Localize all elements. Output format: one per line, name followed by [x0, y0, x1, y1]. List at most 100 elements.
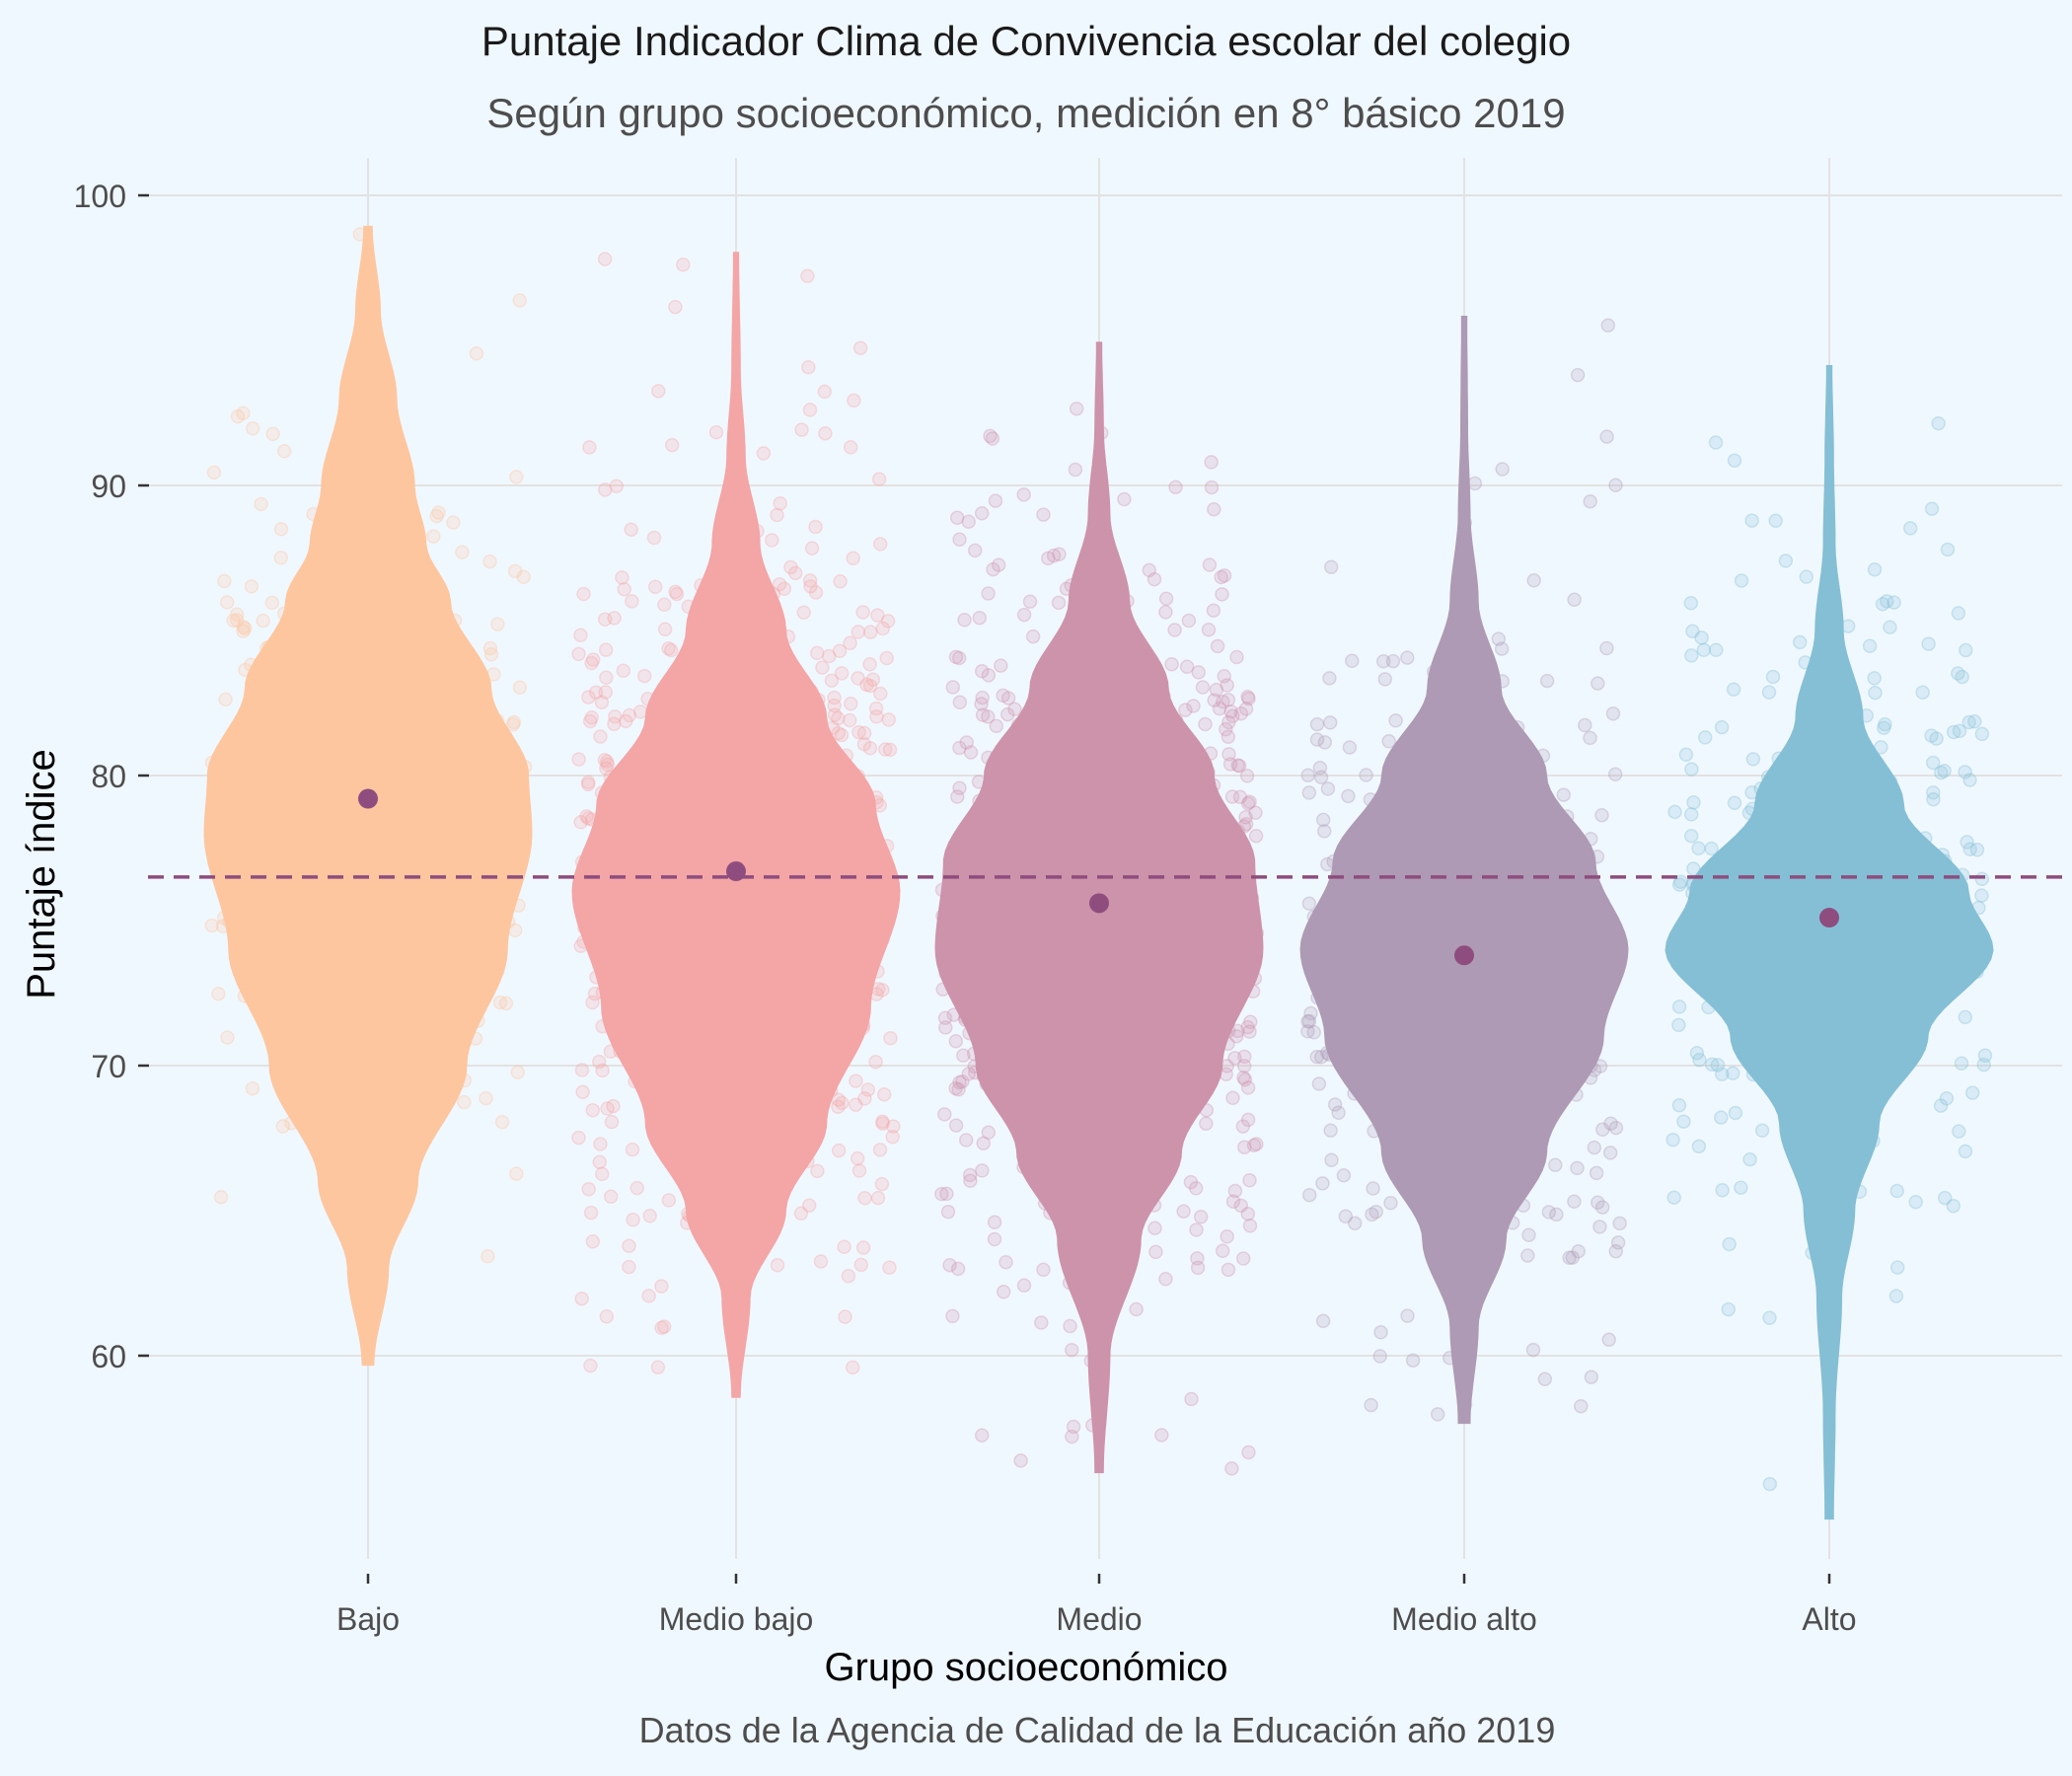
- jitter-point: [615, 570, 629, 585]
- jitter-point: [1946, 1198, 1961, 1214]
- jitter-point: [1227, 1051, 1242, 1066]
- jitter-point: [1691, 1139, 1707, 1154]
- jitter-point: [842, 712, 857, 728]
- jitter-point: [498, 996, 514, 1011]
- jitter-point: [952, 532, 967, 547]
- jitter-point: [507, 563, 523, 579]
- jitter-point: [1242, 1219, 1258, 1233]
- jitter-point: [512, 680, 528, 696]
- jitter-point: [863, 625, 878, 639]
- jitter-point: [663, 642, 679, 658]
- jitter-point: [834, 666, 850, 681]
- jitter-point: [1215, 587, 1229, 602]
- jitter-point: [254, 496, 268, 512]
- jitter-point: [509, 1166, 524, 1181]
- jitter-point: [1578, 717, 1592, 733]
- jitter-point: [1924, 728, 1939, 743]
- jitter-point: [874, 1176, 890, 1192]
- jitter-point: [1300, 768, 1315, 783]
- jitter-point: [956, 1048, 971, 1063]
- jitter-point: [1726, 1066, 1740, 1081]
- jitter-point: [1364, 1397, 1378, 1413]
- jitter-point: [1867, 671, 1882, 686]
- jitter-point: [873, 686, 888, 702]
- jitter-point: [996, 688, 1010, 703]
- jitter-point: [948, 649, 964, 665]
- jitter-point: [985, 431, 1000, 446]
- jitter-point: [1940, 542, 1956, 557]
- jitter-point: [1248, 805, 1263, 820]
- jitter-point: [1236, 1059, 1252, 1073]
- jitter-point: [1233, 1198, 1249, 1214]
- jitter-point: [1974, 888, 1989, 903]
- jitter-point: [872, 1143, 888, 1157]
- jitter-point: [1697, 730, 1713, 745]
- jitter-point: [1225, 1194, 1241, 1210]
- jitter-point: [1365, 1207, 1379, 1222]
- jitter-point: [1147, 1221, 1162, 1236]
- jitter-point: [1929, 731, 1944, 746]
- jitter-point: [1762, 1310, 1777, 1325]
- jitter-point: [803, 578, 818, 594]
- jitter-point: [576, 586, 591, 602]
- jitter-point: [661, 641, 676, 656]
- jitter-point: [1219, 721, 1233, 737]
- jitter-point: [1562, 1250, 1577, 1266]
- jitter-point: [1327, 1097, 1343, 1112]
- jitter-point: [1178, 703, 1193, 717]
- jitter-point: [642, 1209, 657, 1223]
- jitter-point: [606, 1098, 621, 1114]
- jitter-point: [1239, 769, 1255, 783]
- jitter-point: [802, 573, 818, 588]
- jitter-point: [870, 608, 885, 623]
- jitter-point: [592, 1154, 607, 1169]
- jitter-point: [948, 1080, 963, 1096]
- jitter-point: [512, 293, 528, 308]
- jitter-point: [1878, 716, 1892, 732]
- chart-title: Puntaje Indicador Clima de Convivencia e…: [481, 18, 1571, 64]
- jitter-point: [1567, 592, 1582, 607]
- jitter-point: [1221, 1262, 1236, 1278]
- jitter-point: [1212, 701, 1227, 716]
- jitter-point: [851, 1163, 867, 1178]
- jitter-point: [845, 1360, 860, 1375]
- jitter-point: [1889, 1183, 1904, 1199]
- jitter-point: [855, 1240, 871, 1255]
- jitter-point: [490, 617, 505, 631]
- jitter-point: [986, 561, 1000, 577]
- jitter-point: [1744, 513, 1759, 528]
- jitter-point: [1939, 1090, 1955, 1106]
- jitter-point: [1323, 1123, 1338, 1138]
- jitter-point: [1190, 1251, 1205, 1266]
- jitter-point: [1977, 1048, 1993, 1063]
- jitter-point: [975, 690, 990, 705]
- jitter-point: [1491, 631, 1507, 646]
- jitter-point: [872, 537, 888, 552]
- jitter-point: [1052, 547, 1067, 562]
- jitter-point: [796, 605, 811, 620]
- jitter-point: [1217, 568, 1232, 583]
- jitter-point: [878, 742, 893, 757]
- jitter-point: [1592, 1220, 1607, 1234]
- jitter-point: [1683, 595, 1699, 611]
- jitter-point: [446, 515, 461, 530]
- jitter-point: [273, 522, 289, 537]
- jitter-point: [206, 465, 222, 481]
- jitter-point: [1342, 740, 1358, 755]
- jitter-point: [617, 581, 631, 597]
- jitter-point: [1691, 841, 1706, 856]
- jitter-point: [809, 645, 825, 661]
- jitter-point: [619, 713, 633, 729]
- jitter-point: [1240, 1019, 1255, 1035]
- jitter-point: [783, 559, 798, 575]
- jitter-point: [245, 421, 260, 436]
- jitter-point: [1714, 719, 1730, 735]
- jitter-point: [1220, 678, 1234, 693]
- jitter-point: [961, 1067, 977, 1081]
- jitter-point: [483, 647, 499, 662]
- jitter-point: [1315, 812, 1331, 828]
- jitter-point: [981, 586, 996, 601]
- jitter-point: [962, 1167, 978, 1183]
- jitter-point: [1223, 703, 1238, 719]
- jitter-point: [1036, 507, 1051, 522]
